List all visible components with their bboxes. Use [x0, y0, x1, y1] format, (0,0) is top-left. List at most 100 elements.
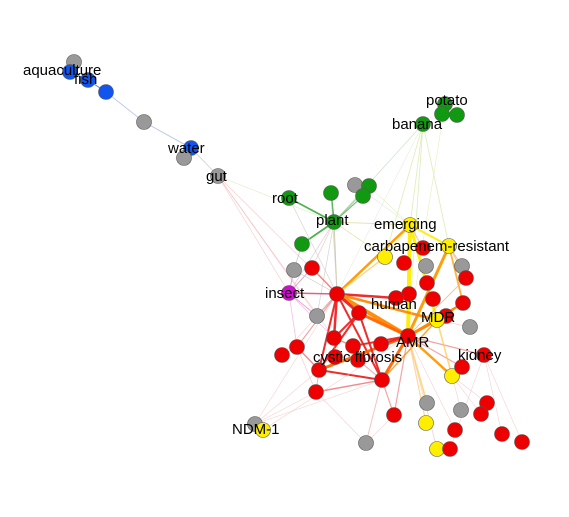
edge: [288, 197, 335, 223]
edge: [333, 221, 411, 226]
node-emerging[interactable]: [402, 217, 418, 233]
edge: [254, 379, 383, 425]
edge: [143, 121, 192, 149]
node-mdr[interactable]: [429, 312, 445, 328]
edge: [316, 221, 335, 317]
node-ndm2[interactable]: [255, 422, 271, 438]
edge: [422, 123, 450, 247]
edge: [262, 335, 409, 431]
node-r13[interactable]: [326, 330, 342, 346]
node-r4[interactable]: [458, 270, 474, 286]
label-amr: AMR: [396, 334, 430, 351]
label-banana: banana: [392, 116, 443, 133]
node-r16[interactable]: [289, 339, 305, 355]
node-y2[interactable]: [444, 368, 460, 384]
edge: [336, 123, 424, 295]
node-amr[interactable]: [400, 328, 416, 344]
node-r26[interactable]: [473, 406, 489, 422]
node-c5[interactable]: [462, 319, 478, 335]
node-g2[interactable]: [176, 150, 192, 166]
label-human: human: [371, 296, 417, 313]
node-gr2[interactable]: [323, 185, 339, 201]
node-r19[interactable]: [274, 347, 290, 363]
node-kidney[interactable]: [476, 347, 492, 363]
label-fish: fish: [74, 71, 97, 88]
edge: [483, 354, 523, 443]
node-r10[interactable]: [351, 305, 367, 321]
edge: [217, 175, 290, 294]
edge: [407, 277, 467, 337]
label-plant: plant: [316, 212, 349, 229]
label-aquaculture: aquaculture: [23, 62, 101, 79]
node-r2[interactable]: [396, 255, 412, 271]
node-r21[interactable]: [311, 362, 327, 378]
node-p3[interactable]: [434, 106, 450, 122]
node-c2[interactable]: [418, 258, 434, 274]
edge: [318, 369, 383, 381]
edge: [315, 391, 367, 444]
edge: [406, 244, 451, 338]
node-r17[interactable]: [350, 352, 366, 368]
node-r22[interactable]: [454, 359, 470, 375]
node-plant[interactable]: [326, 214, 342, 230]
node-gr7[interactable]: [294, 236, 310, 252]
edge: [357, 311, 410, 338]
edge: [358, 312, 383, 381]
node-c1[interactable]: [286, 262, 302, 278]
label-water: water: [167, 140, 205, 157]
node-layer: [62, 54, 530, 457]
edge: [288, 292, 298, 348]
node-c7[interactable]: [453, 402, 469, 418]
node-aq2[interactable]: [62, 64, 78, 80]
edge: [333, 221, 386, 258]
node-insect[interactable]: [281, 285, 297, 301]
edge: [384, 123, 424, 258]
node-c6[interactable]: [419, 395, 435, 411]
node-r31[interactable]: [442, 441, 458, 457]
node-r8[interactable]: [425, 291, 441, 307]
edge: [483, 354, 503, 435]
node-r30[interactable]: [514, 434, 530, 450]
node-banana[interactable]: [415, 116, 431, 132]
node-r5[interactable]: [419, 275, 435, 291]
node-fish[interactable]: [80, 72, 96, 88]
node-b3[interactable]: [98, 84, 114, 100]
edge: [451, 375, 482, 415]
node-gr5[interactable]: [355, 188, 371, 204]
node-cf[interactable]: [374, 372, 390, 388]
label-mdr: MDR: [421, 309, 455, 326]
label-potato: potato: [426, 92, 468, 109]
edge: [296, 346, 317, 393]
node-c4[interactable]: [309, 308, 325, 324]
edge: [335, 223, 412, 296]
node-gut[interactable]: [210, 168, 226, 184]
node-y4[interactable]: [418, 415, 434, 431]
edge: [330, 192, 338, 295]
node-r27[interactable]: [386, 407, 402, 423]
node-r18[interactable]: [327, 349, 343, 365]
node-r24[interactable]: [308, 384, 324, 400]
edge: [336, 293, 383, 381]
node-r28[interactable]: [447, 422, 463, 438]
node-r7[interactable]: [388, 290, 404, 306]
edge: [381, 319, 438, 381]
node-r9[interactable]: [455, 295, 471, 311]
node-r3[interactable]: [415, 240, 431, 256]
label-insect: insect: [265, 285, 305, 302]
node-hub[interactable]: [329, 286, 345, 302]
node-g1[interactable]: [136, 114, 152, 130]
node-p2[interactable]: [449, 107, 465, 123]
node-r29[interactable]: [494, 426, 510, 442]
node-r15[interactable]: [345, 338, 361, 354]
label-kidney: kidney: [458, 347, 502, 364]
node-y3[interactable]: [377, 249, 393, 265]
node-c8[interactable]: [358, 435, 374, 451]
edge-layer: [69, 71, 523, 450]
node-root[interactable]: [281, 190, 297, 206]
node-r1[interactable]: [304, 260, 320, 276]
node-r14[interactable]: [373, 336, 389, 352]
edge: [365, 379, 383, 444]
edge: [335, 292, 398, 300]
node-carba[interactable]: [441, 238, 457, 254]
